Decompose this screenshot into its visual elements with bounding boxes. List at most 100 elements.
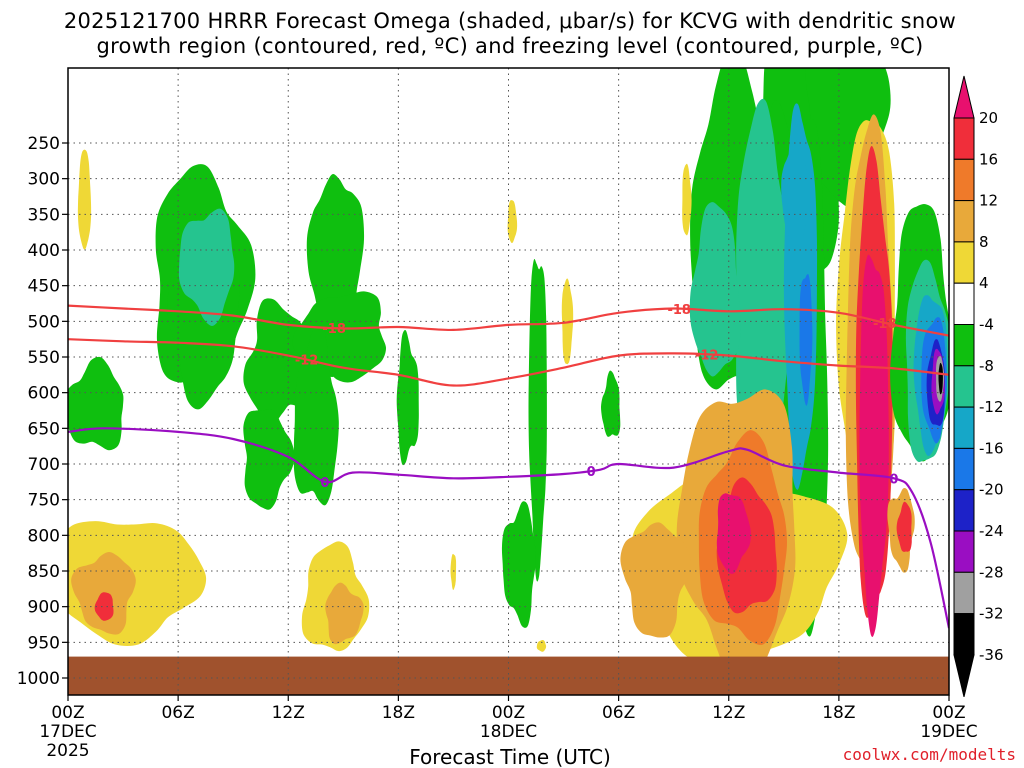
colorbar-bottom-arrow <box>953 654 975 698</box>
colorbar-segment-7 <box>953 406 975 449</box>
colorbar-label-12: -32 <box>979 605 1004 623</box>
colorbar-segment-3 <box>953 241 975 284</box>
contour-freezing-level-label: 0 <box>889 472 898 487</box>
x-axis-title: Forecast Time (UTC) <box>409 745 611 768</box>
colorbar-label-9: -20 <box>979 481 1004 499</box>
omega-region-green <box>68 356 124 451</box>
colorbar-segment-0 <box>953 117 975 160</box>
colorbar-segment-11 <box>953 571 975 615</box>
contour-minus12 <box>68 338 949 387</box>
omega-region-green <box>293 321 339 506</box>
colorbar-label-5: -4 <box>979 316 994 334</box>
colorbar-segment-12 <box>953 613 975 656</box>
y-tick-label-950: 950 <box>28 633 60 653</box>
chart-title-line1: 2025121700 HRRR Forecast Omega (shaded, … <box>64 9 956 33</box>
colorbar-segment-6 <box>953 365 975 408</box>
colorbar-label-3: 8 <box>979 233 989 251</box>
contour-freezing-level <box>68 427 949 629</box>
colorbar-label-0: 20 <box>979 109 998 127</box>
omega-region-magenta <box>859 254 889 637</box>
colorbar-segment-5 <box>953 324 975 367</box>
x-tick-label-6: 12Z <box>712 703 745 723</box>
y-tick-label-650: 650 <box>28 419 60 439</box>
colorbar-label-2: 12 <box>979 192 998 210</box>
colorbar-segment-10 <box>953 530 975 573</box>
contour-labels: -18 -18 -18 -12 -12 0 0 0 <box>295 303 899 491</box>
omega-region-yellow <box>536 640 547 652</box>
y-tick-label-600: 600 <box>28 384 60 404</box>
omega-region-red <box>896 501 912 552</box>
colorbar-label-6: -8 <box>979 357 994 375</box>
y-tick-label-850: 850 <box>28 562 60 582</box>
colorbar-segment-8 <box>953 447 975 491</box>
omega-region-green <box>501 501 536 628</box>
x-tick-label-2: 12Z <box>272 703 305 723</box>
y-tick-label-900: 900 <box>28 598 60 618</box>
x-tick-label-7: 18Z <box>822 703 855 723</box>
omega-region-red <box>94 592 114 621</box>
colorbar-segment-2 <box>953 200 975 243</box>
colorbar-label-8: -16 <box>979 439 1004 457</box>
colorbar: 20 16 12 8 4 -4 -8 -12 -16 -20 -24 -28 -32 -36 <box>953 75 1004 698</box>
omega-region-cyan <box>781 140 808 243</box>
colorbar-segment-9 <box>953 489 975 532</box>
credit-text[interactable]: coolwx.com/modelts <box>843 745 1016 764</box>
y-tick-label-500: 500 <box>28 312 60 332</box>
colorbar-top-arrow <box>953 75 975 119</box>
omega-region-teal <box>736 98 792 458</box>
contour-minus12-label: -12 <box>295 354 319 369</box>
x-tick-date-0: 17DEC <box>39 722 96 742</box>
omega-region-yellow <box>450 553 457 590</box>
x-tick-date-4: 18DEC <box>480 722 537 742</box>
omega-region-black <box>938 362 943 395</box>
contour-minus18 <box>68 304 949 337</box>
colorbar-label-7: -12 <box>979 398 1004 416</box>
omega-region-teal <box>178 208 235 327</box>
omega-region-yellow <box>507 200 518 244</box>
omega-shading <box>68 68 949 695</box>
colorbar-label-11: -28 <box>979 563 1004 581</box>
colorbar-label-1: 16 <box>979 150 998 168</box>
y-tick-label-800: 800 <box>28 526 60 546</box>
omega-region-magenta <box>716 493 751 574</box>
contour-minus18-label: -18 <box>322 322 346 337</box>
x-tick-date-8: 19DEC <box>920 722 977 742</box>
x-tick-label-8: 00Z <box>932 703 965 723</box>
y-tick-label-350: 350 <box>28 205 60 225</box>
contour-freezing-level-label: 0 <box>320 476 329 491</box>
x-tick-year-0: 2025 <box>46 741 89 761</box>
y-tick-label-550: 550 <box>28 348 60 368</box>
omega-region-yellow <box>77 149 92 250</box>
omega-region-teal <box>689 202 741 377</box>
y-tick-label-450: 450 <box>28 277 60 297</box>
x-tick-label-0: 00Z <box>51 703 84 723</box>
contour-freezing-level-label: 0 <box>587 465 596 480</box>
y-tick-label-250: 250 <box>28 134 60 154</box>
contour-lines <box>68 304 949 629</box>
y-tick-label-1000: 1000 <box>17 669 60 689</box>
y-tick-label-700: 700 <box>28 455 60 475</box>
colorbar-segment-1 <box>953 158 975 202</box>
contour-minus12-label: -12 <box>695 349 719 364</box>
x-tick-label-5: 06Z <box>602 703 635 723</box>
y-tick-label-300: 300 <box>28 170 60 190</box>
colorbar-segment-4 <box>953 282 975 326</box>
y-axis: 250 300 350 400 450 500 550 600 650 700 750 800 850 9… <box>17 134 68 689</box>
contour-minus18-label: -18 <box>667 303 691 318</box>
contour-minus18-label: -18 <box>873 317 897 332</box>
omega-region-blue <box>799 273 813 406</box>
x-tick-label-1: 06Z <box>161 703 194 723</box>
omega-region-green <box>243 408 295 510</box>
y-tick-label-400: 400 <box>28 241 60 261</box>
chart-title-line2: growth region (contoured, red, ºC) and f… <box>96 34 923 58</box>
omega-region-green <box>396 329 419 466</box>
x-tick-label-3: 18Z <box>382 703 415 723</box>
omega-region-green <box>601 370 621 437</box>
omega-region-green <box>528 258 547 582</box>
colorbar-label-10: -24 <box>979 522 1004 540</box>
omega-region-yellow <box>682 163 692 236</box>
y-tick-label-750: 750 <box>28 491 60 511</box>
x-tick-label-4: 00Z <box>492 703 525 723</box>
